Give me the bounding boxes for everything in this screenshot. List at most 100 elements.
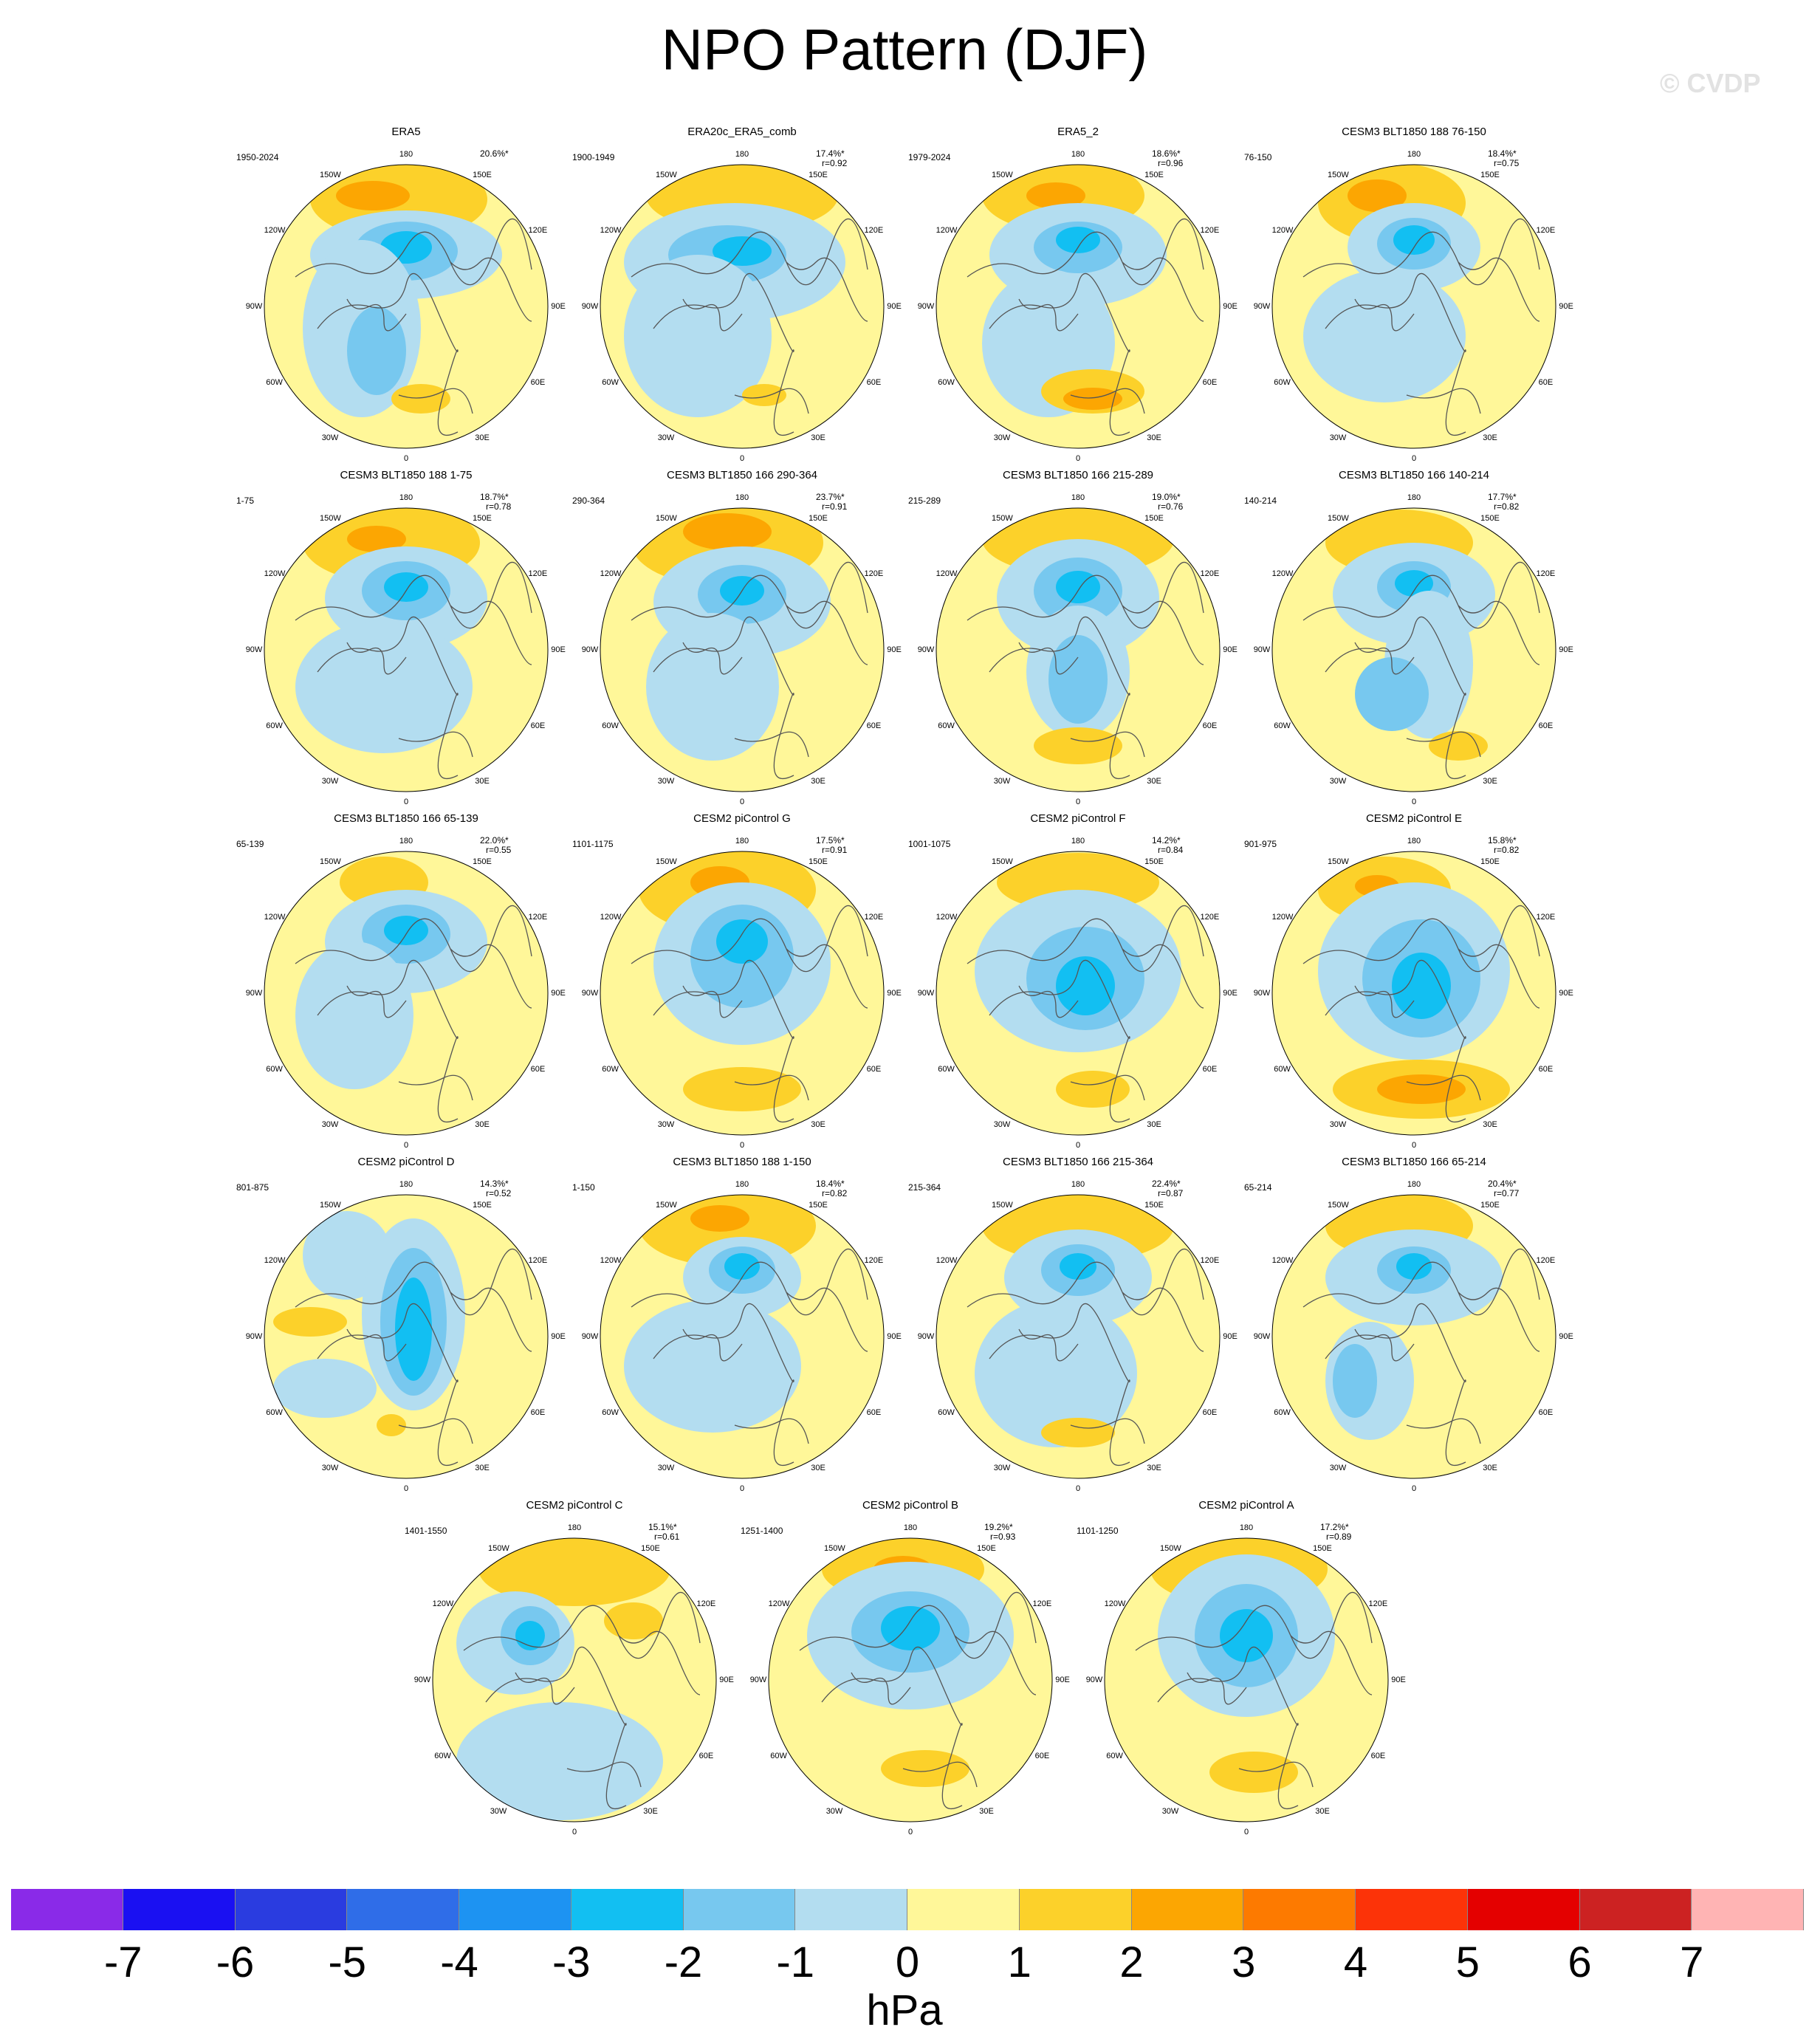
longitude-label: 180: [399, 837, 413, 846]
map-border: [600, 1194, 885, 1479]
map-border: [1271, 164, 1556, 449]
longitude-label: 0: [403, 1141, 409, 1150]
anomaly-contour: [1429, 731, 1488, 761]
longitude-label: 60E: [1538, 721, 1554, 730]
longitude-label: 60E: [1034, 1752, 1050, 1760]
longitude-label: 150W: [1328, 513, 1349, 523]
longitude-label: 90W: [245, 1332, 263, 1341]
colorbar-tick-label: -5: [328, 1938, 367, 1986]
longitude-label: 90E: [887, 1332, 902, 1341]
longitude-label: 60E: [530, 721, 546, 730]
longitude-label: 180: [735, 837, 749, 846]
longitude-label: 60E: [866, 378, 882, 387]
longitude-label: 180: [1407, 493, 1421, 502]
map-border: [264, 507, 549, 792]
panel-title: CESM3 BLT1850 166 215-364: [1002, 1156, 1154, 1168]
coastline: [1302, 562, 1540, 780]
longitude-label: 60W: [1274, 721, 1291, 730]
longitude-label: 30W: [993, 433, 1011, 443]
longitude-label: 150E: [1480, 857, 1500, 866]
panel-period: 1-150: [572, 1182, 595, 1193]
map-panel: CESM2 piControl D 801-875 14.3%* r=0.52 180 1…: [236, 1156, 576, 1503]
longitude-label: 30W: [1329, 777, 1347, 786]
longitude-label: 90W: [917, 989, 935, 998]
longitude-label: 150E: [1313, 1543, 1332, 1553]
panel-pattern-correlation: r=0.89: [1326, 1532, 1352, 1542]
panel-pattern-correlation: r=0.78: [486, 501, 512, 512]
longitude-label: 120W: [264, 913, 286, 922]
longitude-label: 150E: [809, 1200, 828, 1210]
colorbar-tick-label: -6: [216, 1938, 255, 1986]
polar-map: [1271, 851, 1556, 1136]
longitude-label: 60W: [1106, 1752, 1123, 1760]
panel-stats: 18.4%* r=0.82: [816, 1179, 882, 1198]
panel-pct-variance: 17.7%*: [1488, 492, 1517, 502]
longitude-label: 90W: [1253, 302, 1271, 311]
panel-stats: 14.2%* r=0.84: [1152, 836, 1218, 855]
panel-period: 1-75: [236, 495, 255, 506]
panel-pct-variance: 22.0%*: [480, 835, 509, 846]
longitude-label: 150E: [977, 1543, 996, 1553]
panel-pattern-correlation: r=0.82: [822, 1188, 848, 1198]
panel-stats: 20.4%* r=0.77: [1488, 1179, 1554, 1198]
longitude-label: 60W: [602, 378, 619, 387]
panel-pattern-correlation: r=0.91: [822, 501, 848, 512]
longitude-label: 90W: [749, 1676, 767, 1684]
longitude-label: 180: [399, 1180, 413, 1189]
map-panel: CESM3 BLT1850 166 65-214 65-214 20.4%* r=0.…: [1244, 1156, 1584, 1503]
longitude-label: 120W: [264, 226, 286, 235]
coastline: [295, 905, 532, 1123]
longitude-label: 60E: [1538, 378, 1554, 387]
watermark: © CVDP: [1660, 68, 1761, 98]
anomaly-contour: [724, 1253, 760, 1280]
colorbar-segment: [1579, 1889, 1692, 1930]
longitude-label: 120W: [600, 226, 622, 235]
panel-title: CESM2 piControl G: [693, 812, 791, 825]
panel-stats: 23.7%* r=0.91: [816, 493, 882, 512]
longitude-label: 180: [735, 150, 749, 159]
anomaly-contour: [646, 613, 779, 761]
longitude-label: 120E: [1536, 1256, 1556, 1265]
longitude-label: 120E: [528, 913, 548, 922]
longitude-label: 30E: [475, 1464, 490, 1473]
polar-map: [264, 851, 549, 1136]
longitude-label: 30E: [475, 1120, 490, 1130]
anomaly-contour: [336, 181, 410, 210]
polar-map: [600, 507, 885, 792]
map-border: [600, 507, 885, 792]
coastline: [295, 219, 532, 436]
longitude-label: 120E: [864, 1256, 884, 1265]
longitude-label: 30E: [1147, 1464, 1161, 1473]
anomaly-contour: [1026, 182, 1085, 209]
longitude-label: 120E: [528, 226, 548, 235]
longitude-label: 30E: [811, 1120, 825, 1130]
longitude-label: 150W: [992, 170, 1013, 179]
coastline: [967, 1249, 1204, 1467]
longitude-label: 0: [739, 1484, 745, 1493]
panel-title: CESM3 BLT1850 166 290-364: [666, 469, 818, 481]
longitude-label: 150W: [1328, 170, 1349, 179]
longitude-label: 30E: [1483, 1464, 1497, 1473]
longitude-label: 150W: [1328, 1200, 1349, 1210]
panel-pattern-correlation: r=0.75: [1494, 158, 1520, 168]
longitude-label: 150W: [992, 857, 1013, 866]
coastline: [295, 562, 532, 780]
longitude-label: 150E: [641, 1543, 660, 1553]
longitude-label: 60W: [266, 1408, 283, 1417]
longitude-label: 150E: [473, 857, 492, 866]
colorbar-tick-label: 1: [1007, 1938, 1031, 1986]
panel-title: ERA5_2: [1057, 126, 1099, 138]
longitude-label: 150E: [473, 1200, 492, 1210]
longitude-label: 0: [1411, 798, 1417, 806]
longitude-label: 120E: [1200, 226, 1220, 235]
coastline: [1302, 219, 1540, 436]
longitude-label: 90W: [245, 989, 263, 998]
longitude-label: 150E: [1480, 1200, 1500, 1210]
anomaly-contour: [1355, 657, 1429, 731]
panel-period: 215-289: [908, 495, 941, 506]
coastline: [799, 1592, 1037, 1810]
anomaly-contour: [713, 236, 772, 266]
panel-stats: 17.7%* r=0.82: [1488, 493, 1554, 512]
longitude-label: 120W: [936, 913, 958, 922]
longitude-label: 60E: [530, 1408, 546, 1417]
